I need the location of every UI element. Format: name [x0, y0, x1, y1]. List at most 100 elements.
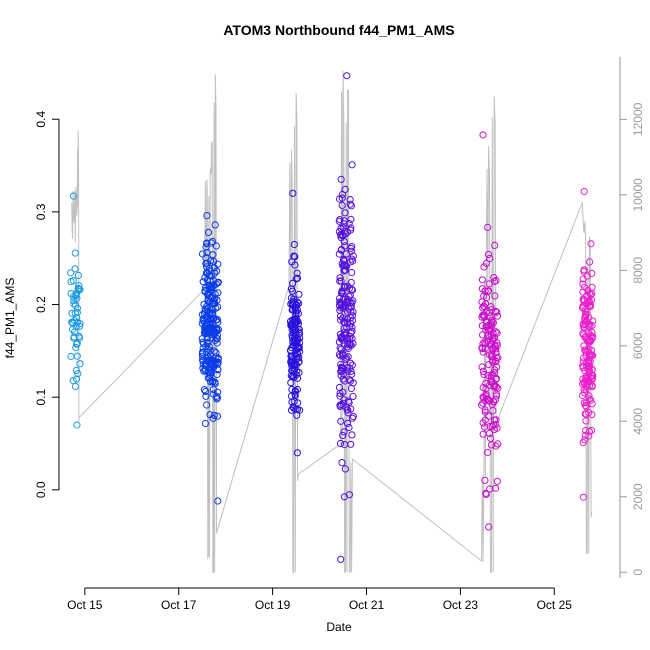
data-point [337, 372, 345, 380]
data-point [349, 252, 357, 260]
data-point [336, 277, 344, 285]
data-point [340, 220, 348, 228]
data-point [69, 319, 77, 327]
data-point [585, 298, 594, 306]
data-point [488, 422, 496, 430]
data-point [341, 261, 349, 269]
data-point [344, 406, 352, 414]
data-point [343, 298, 351, 306]
data-point [583, 363, 591, 371]
x-tick-label: Oct 19 [255, 598, 291, 612]
altitude-line-layer [71, 70, 593, 573]
y-tick-label: 0.3 [34, 203, 48, 220]
data-point [479, 348, 487, 356]
data-point [579, 302, 587, 310]
data-point [214, 318, 222, 326]
data-point [347, 303, 355, 311]
data-point [199, 352, 207, 360]
data-point [489, 370, 497, 378]
y2-tick-label: 6000 [631, 332, 645, 359]
data-point [289, 372, 297, 380]
y-tick-label: 0.2 [34, 296, 48, 313]
data-point [288, 352, 296, 360]
data-point [493, 308, 501, 316]
data-point [585, 409, 593, 417]
data-point [580, 187, 588, 196]
data-point [479, 367, 487, 375]
data-point [287, 357, 295, 365]
data-point [580, 297, 588, 305]
data-point [341, 230, 350, 238]
data-point [214, 303, 222, 311]
data-point [287, 392, 296, 400]
data-point [201, 419, 209, 428]
data-point [214, 278, 222, 286]
data-point [213, 339, 221, 347]
data-point [347, 247, 355, 255]
data-point [580, 267, 588, 275]
data-point [287, 320, 295, 328]
y2-tick-label: 8000 [631, 257, 645, 284]
y-axis-label: f44_PM1_AMS [3, 278, 17, 359]
data-point [491, 292, 499, 300]
data-point [588, 269, 596, 277]
data-point [347, 440, 355, 448]
data-point [202, 392, 210, 400]
data-point [214, 497, 222, 505]
data-point [492, 374, 500, 383]
data-point [348, 161, 356, 169]
data-point [481, 397, 489, 405]
data-point [338, 364, 346, 372]
data-point [293, 306, 301, 314]
data-point [491, 241, 499, 249]
x-axis: Oct 15 Oct 17 Oct 19 Oct 21 Oct 23 Oct 25 [67, 587, 572, 612]
data-point [581, 333, 589, 341]
data-point [204, 228, 213, 236]
data-point [344, 340, 352, 348]
y-tick-label: 0.4 [34, 111, 48, 128]
data-point [489, 407, 497, 415]
data-point [76, 322, 84, 330]
data-point [487, 377, 495, 385]
data-point [494, 440, 502, 448]
data-point [203, 240, 211, 248]
data-point [336, 439, 345, 448]
data-point [588, 426, 596, 435]
data-point [201, 288, 209, 296]
data-point [292, 275, 300, 283]
data-point [70, 333, 78, 341]
data-points-layer [67, 72, 597, 563]
data-point [289, 279, 297, 287]
data-point [289, 338, 297, 346]
data-point [200, 300, 208, 308]
data-point [212, 325, 220, 333]
data-point [205, 267, 213, 275]
data-point [288, 361, 296, 369]
data-point [486, 254, 494, 263]
data-point [588, 381, 596, 389]
data-point [203, 212, 211, 220]
data-point [291, 320, 299, 328]
data-point [481, 287, 489, 295]
data-point [213, 316, 221, 324]
chart-title: ATOM3 Northbound f44_PM1_AMS [223, 22, 454, 38]
data-point [295, 325, 303, 333]
data-point [582, 313, 590, 321]
data-point [288, 287, 296, 295]
data-point [479, 131, 487, 139]
data-point [348, 312, 356, 320]
data-point [584, 374, 592, 382]
data-point [295, 290, 303, 298]
data-point [347, 244, 355, 252]
data-point [293, 449, 301, 457]
data-point [211, 330, 219, 338]
data-point [480, 263, 488, 271]
data-point [206, 369, 214, 377]
data-point [580, 342, 588, 350]
data-point [485, 287, 493, 295]
data-point [73, 339, 81, 347]
data-point [493, 312, 502, 320]
data-point [484, 250, 493, 259]
data-point [295, 344, 303, 352]
data-point [491, 366, 499, 374]
